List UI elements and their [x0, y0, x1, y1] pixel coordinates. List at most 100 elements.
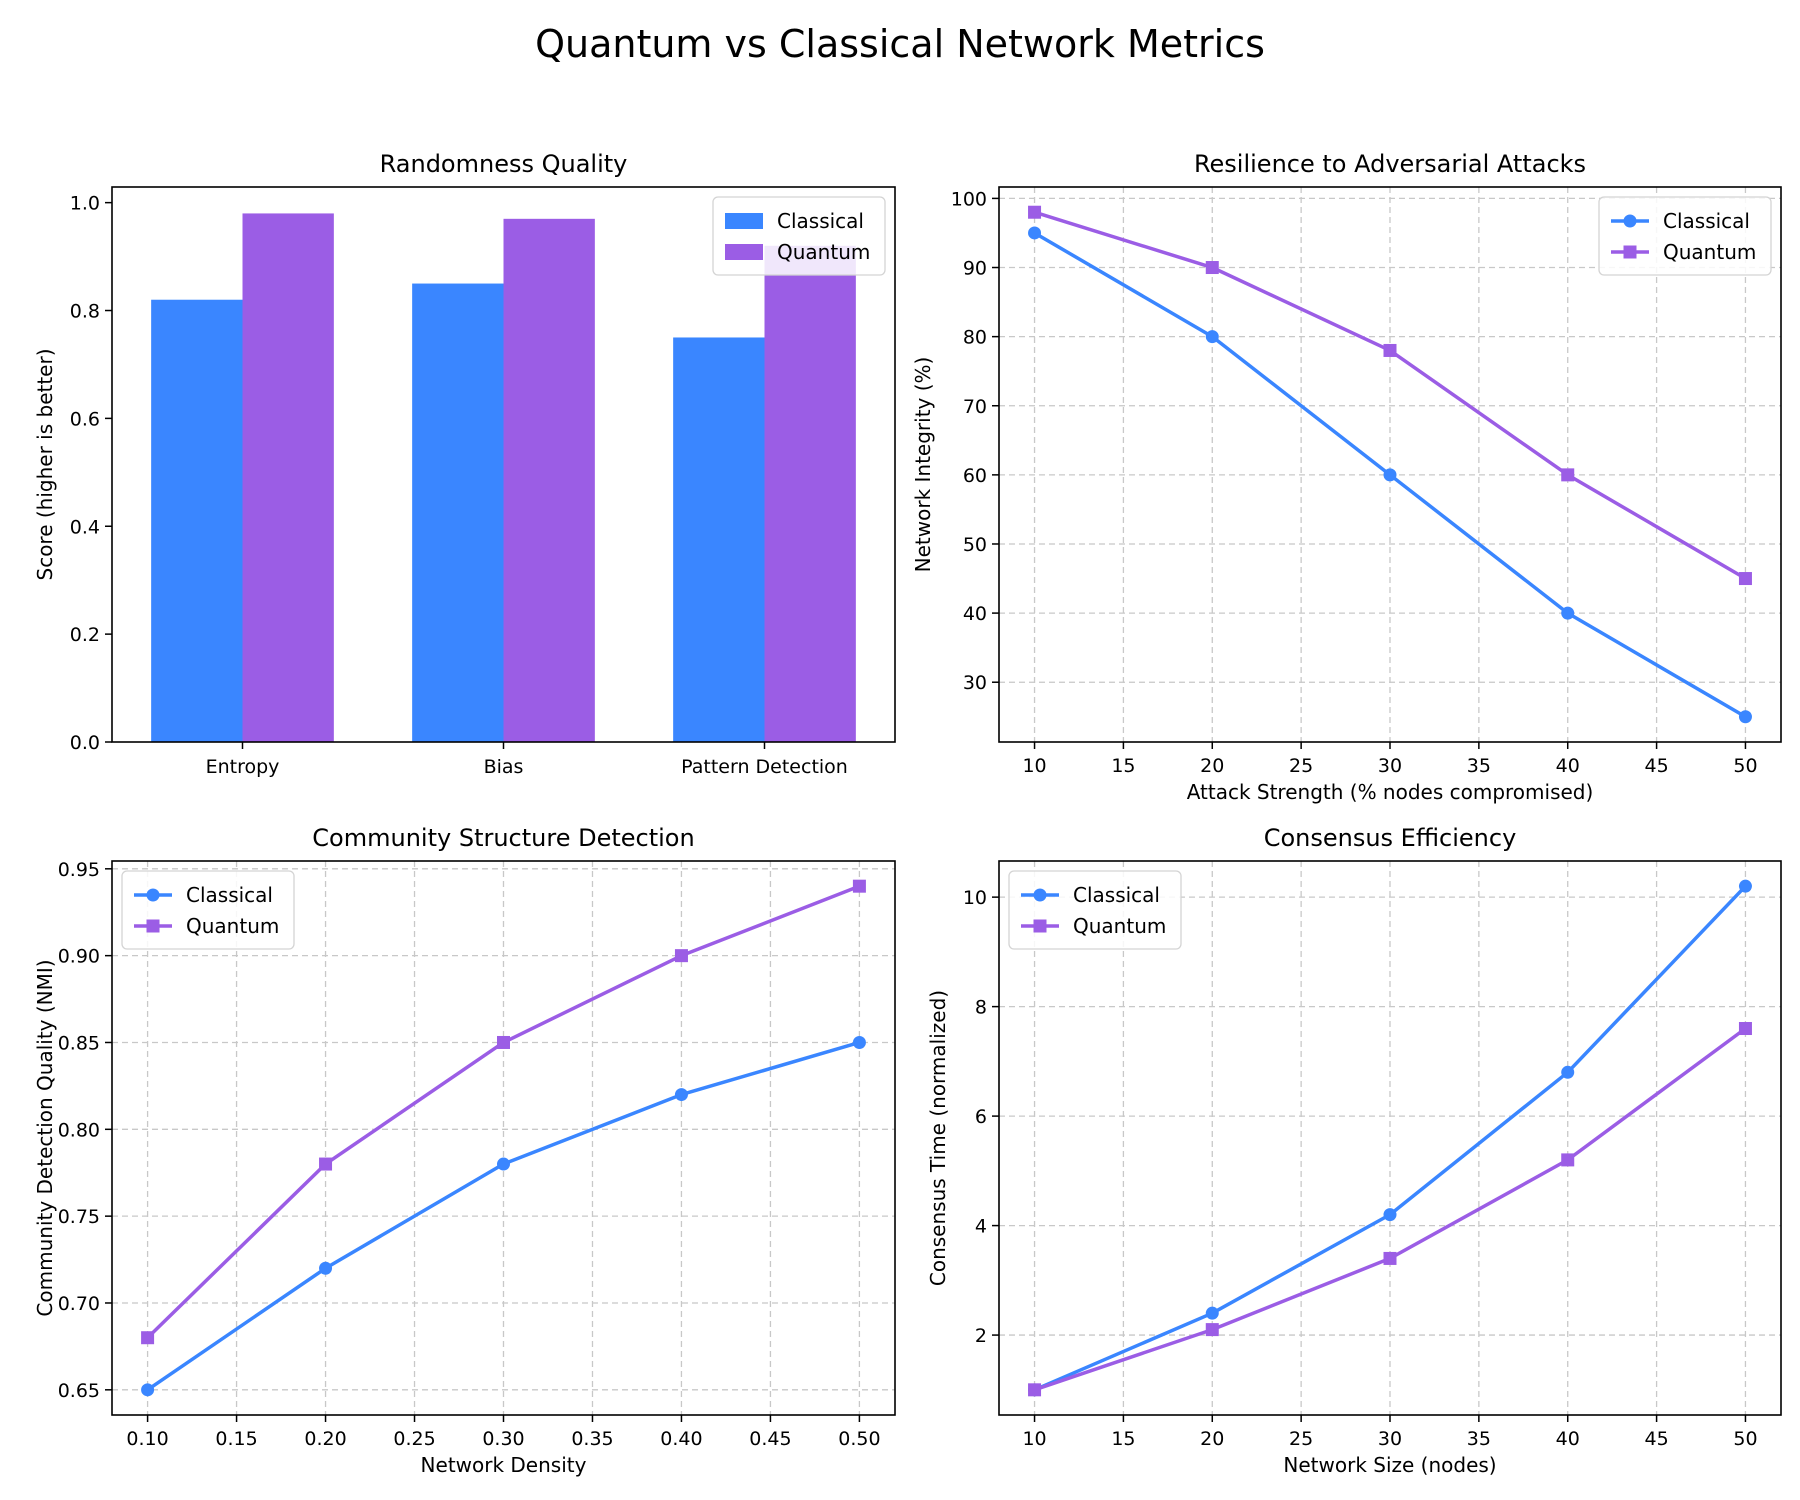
- x-tick-label: 0.15: [215, 1428, 257, 1450]
- plot-frame: [111, 186, 896, 743]
- x-tick-label: 0.20: [304, 1428, 346, 1450]
- chart-randomness: Randomness Quality Entropy Bias Pattern Det…: [33, 150, 896, 778]
- y-tick-label: 70: [963, 396, 987, 418]
- point-classical: [1028, 226, 1042, 240]
- x-tick-label: Entropy: [206, 756, 280, 778]
- chart-title: Randomness Quality: [380, 150, 628, 178]
- x-tick-label: 0.10: [126, 1428, 168, 1450]
- x-tick-label: 40: [1556, 755, 1580, 777]
- point-classical: [497, 1157, 510, 1171]
- x-tick-label: Bias: [484, 756, 524, 778]
- x-tick-label: 20: [1200, 1428, 1224, 1450]
- legend-marker-classical: [146, 888, 160, 902]
- x-axis-label: Attack Strength (% nodes compromised): [1187, 780, 1594, 804]
- x-tick-label: 35: [1467, 1428, 1491, 1450]
- chart-title: Community Structure Detection: [312, 824, 694, 852]
- point-classical: [1205, 330, 1219, 344]
- y-tick-label: 0.8: [70, 301, 100, 323]
- y-axis-label: Score (higher is better): [33, 348, 57, 580]
- bar-classical: [673, 337, 765, 742]
- point-classical: [852, 1035, 866, 1049]
- point-classical: [1738, 710, 1752, 724]
- y-tick-label: 0.4: [70, 516, 100, 538]
- x-tick-label: 15: [1111, 755, 1135, 777]
- chart-community: Community Structure Detection 0.10 0.15 0.2…: [33, 824, 896, 1477]
- y-tick-label: 0.70: [58, 1293, 100, 1315]
- point-quantum: [1561, 468, 1575, 482]
- bar-quantum: [764, 245, 856, 742]
- plot-frame: [111, 860, 896, 1416]
- point-classical: [1738, 879, 1752, 893]
- legend-label-classical: Classical: [1073, 883, 1160, 907]
- legend-label-quantum: Quantum: [1663, 240, 1756, 264]
- point-quantum: [1383, 1251, 1397, 1265]
- y-tick-label: 10: [963, 887, 987, 909]
- x-tick-label: 0.25: [393, 1428, 435, 1450]
- chart-resilience: Resilience to Adversarial Attacks 10 15 20 2…: [911, 150, 1782, 804]
- point-quantum: [1028, 205, 1042, 219]
- legend: Classical Quantum: [1008, 870, 1182, 950]
- legend-box: [121, 870, 295, 950]
- x-axis-label: Network Density: [421, 1453, 587, 1477]
- y-tick-label: 6: [975, 1106, 987, 1128]
- chart-consensus: Consensus Efficiency 10 15 20 25 30 35 40 45 50 Ne…: [926, 824, 1782, 1477]
- y-tick-label: 0.0: [70, 732, 100, 754]
- legend-marker-quantum: [146, 919, 160, 933]
- x-tick-label: 0.35: [571, 1428, 613, 1450]
- bar-quantum: [503, 218, 595, 743]
- x-tick-label: 30: [1378, 1428, 1402, 1450]
- x-tick-label: 35: [1467, 755, 1491, 777]
- y-tick-label: 4: [975, 1216, 987, 1238]
- point-classical: [1561, 606, 1575, 620]
- chart-title: Consensus Efficiency: [1264, 824, 1517, 852]
- point-classical: [674, 1088, 688, 1102]
- legend: Classical Quantum: [712, 196, 886, 276]
- x-tick-label: 40: [1556, 1428, 1580, 1450]
- point-quantum: [1028, 1383, 1042, 1397]
- point-classical: [1383, 468, 1397, 482]
- y-tick-label: 0.6: [70, 408, 100, 430]
- charts-container: Randomness Quality Entropy Bias Pattern Det…: [33, 150, 1782, 1477]
- point-classical: [1561, 1065, 1575, 1079]
- y-tick-label: 0.65: [58, 1380, 100, 1402]
- point-classical: [1205, 1306, 1219, 1320]
- y-tick-label: 30: [963, 672, 987, 694]
- x-tick-label: 15: [1111, 1428, 1135, 1450]
- x-tick-label: 10: [1022, 1428, 1046, 1450]
- point-quantum: [1205, 261, 1219, 275]
- legend-marker-quantum: [1623, 245, 1637, 259]
- y-tick-label: 2: [975, 1325, 987, 1347]
- y-tick-label: 80: [963, 327, 987, 349]
- plot-frame: [998, 186, 1782, 743]
- point-quantum: [852, 879, 866, 893]
- point-quantum: [141, 1331, 155, 1345]
- plot-frame: [998, 860, 1782, 1416]
- x-tick-label: 50: [1733, 755, 1757, 777]
- legend-marker-quantum: [1033, 919, 1047, 933]
- y-tick-label: 0.85: [58, 1032, 100, 1054]
- legend-box: [1008, 870, 1182, 950]
- point-quantum: [497, 1035, 510, 1049]
- point-quantum: [674, 949, 688, 963]
- point-classical: [1383, 1208, 1397, 1222]
- x-tick-label: 45: [1644, 755, 1668, 777]
- legend: Classical Quantum: [121, 870, 295, 950]
- legend-swatch-quantum: [725, 244, 763, 260]
- legend-label-classical: Classical: [186, 883, 273, 907]
- y-tick-label: 60: [963, 465, 987, 487]
- point-quantum: [1205, 1323, 1219, 1337]
- x-tick-label: 10: [1022, 755, 1046, 777]
- x-tick-label: 50: [1733, 1428, 1757, 1450]
- y-tick-label: 90: [963, 258, 987, 280]
- point-classical: [319, 1261, 333, 1275]
- y-tick-label: 0.95: [58, 859, 100, 881]
- legend-box: [1598, 196, 1772, 276]
- point-quantum: [1561, 1153, 1575, 1167]
- point-quantum: [319, 1157, 333, 1171]
- bar-classical: [151, 299, 243, 742]
- y-axis-label: Community Detection Quality (NMI): [33, 959, 57, 1316]
- legend-label-quantum: Quantum: [777, 240, 870, 264]
- legend-label-quantum: Quantum: [186, 914, 279, 938]
- legend-marker-classical: [1033, 888, 1047, 902]
